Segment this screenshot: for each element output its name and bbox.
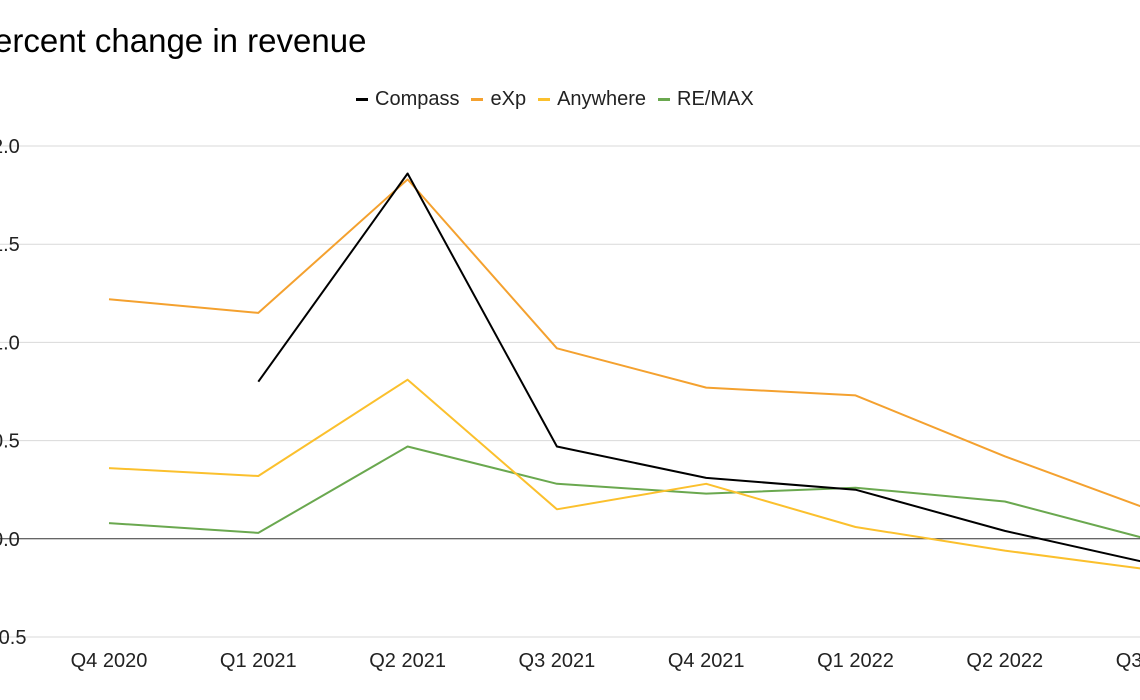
legend-item-remax: RE/MAX [658, 88, 754, 111]
y-tick-label: 2.0 [0, 136, 20, 158]
chart-title: Percent change in revenue [0, 22, 367, 59]
x-tick-label: Q2 2021 [369, 650, 446, 672]
x-tick-label: Q4 2021 [668, 650, 745, 672]
x-tick-label: Q4 2020 [71, 650, 148, 672]
y-tick-label: -0.5 [0, 627, 26, 649]
y-tick-label: 1.0 [0, 332, 20, 354]
series-line-re-max [108, 445, 1140, 539]
legend-swatch-remax [658, 98, 671, 101]
legend-item-anywhere: Anywhere [538, 88, 646, 111]
x-tick-label: Q1 2022 [817, 650, 894, 672]
legend: Compass eXp Anywhere RE/MAX [356, 88, 754, 111]
x-tick-label: Q3 2022 [1116, 650, 1140, 672]
legend-item-compass: Compass [356, 88, 459, 111]
legend-label-exp: eXp [490, 88, 527, 110]
legend-label-remax: RE/MAX [677, 88, 754, 110]
y-tick-label: 1.5 [0, 234, 20, 256]
series-line-compass [257, 172, 1140, 563]
series-line-anywhere [108, 378, 1140, 570]
x-tick-label: Q1 2021 [220, 650, 297, 672]
legend-item-exp: eXp [471, 88, 526, 111]
legend-label-compass: Compass [375, 88, 460, 110]
series-line-exp [108, 178, 1140, 508]
legend-swatch-anywhere [538, 98, 551, 101]
y-tick-label: 0.5 [0, 431, 20, 453]
x-tick-label: Q2 2022 [966, 650, 1043, 672]
legend-label-anywhere: Anywhere [557, 88, 647, 110]
legend-swatch-compass [356, 98, 368, 101]
x-tick-label: Q3 2021 [519, 650, 596, 672]
legend-swatch-exp [471, 98, 484, 101]
y-tick-label: 0.0 [0, 529, 20, 551]
